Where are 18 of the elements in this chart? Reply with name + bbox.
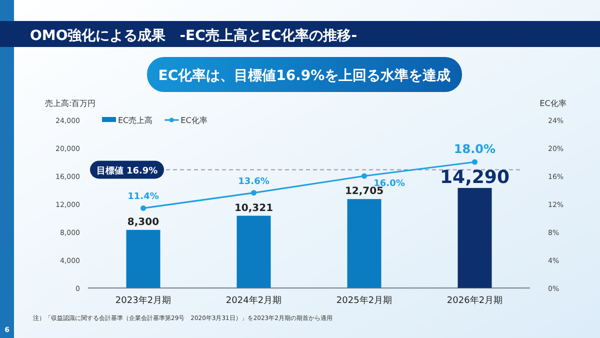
data-label: 8,300 <box>127 216 160 228</box>
x-tick-label: 2026年2月期 <box>446 295 503 306</box>
chart-title: OMO強化による成果 -EC売上高とEC化率の推移- <box>30 27 358 44</box>
chart-subtitle: EC化率は、目標値16.9%を上回る水準を達成 <box>158 67 451 84</box>
data-label: 14,290 <box>440 166 510 188</box>
x-tick-label: 2025年2月期 <box>336 295 392 306</box>
x-tick-label: 2023年2月期 <box>115 295 172 306</box>
x-tick-label: 2024年2月期 <box>226 295 282 306</box>
legend-label: EC売上高 <box>118 116 153 125</box>
legend-label: EC化率 <box>180 116 208 125</box>
y-axis-title: 売上高:百万円 <box>45 99 96 108</box>
data-label: 12,705 <box>344 186 384 198</box>
ref-line-label: 目標値 16.9% <box>96 166 158 177</box>
data-label: 18.0% <box>454 142 496 156</box>
data-label: 10,321 <box>234 202 274 214</box>
data-label: 11.4% <box>128 192 159 202</box>
y2-axis-title: EC化率 <box>540 99 566 108</box>
data-label: 13.6% <box>238 176 270 187</box>
